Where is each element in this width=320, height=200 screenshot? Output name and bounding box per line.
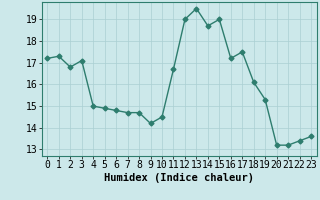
X-axis label: Humidex (Indice chaleur): Humidex (Indice chaleur) [104, 173, 254, 183]
